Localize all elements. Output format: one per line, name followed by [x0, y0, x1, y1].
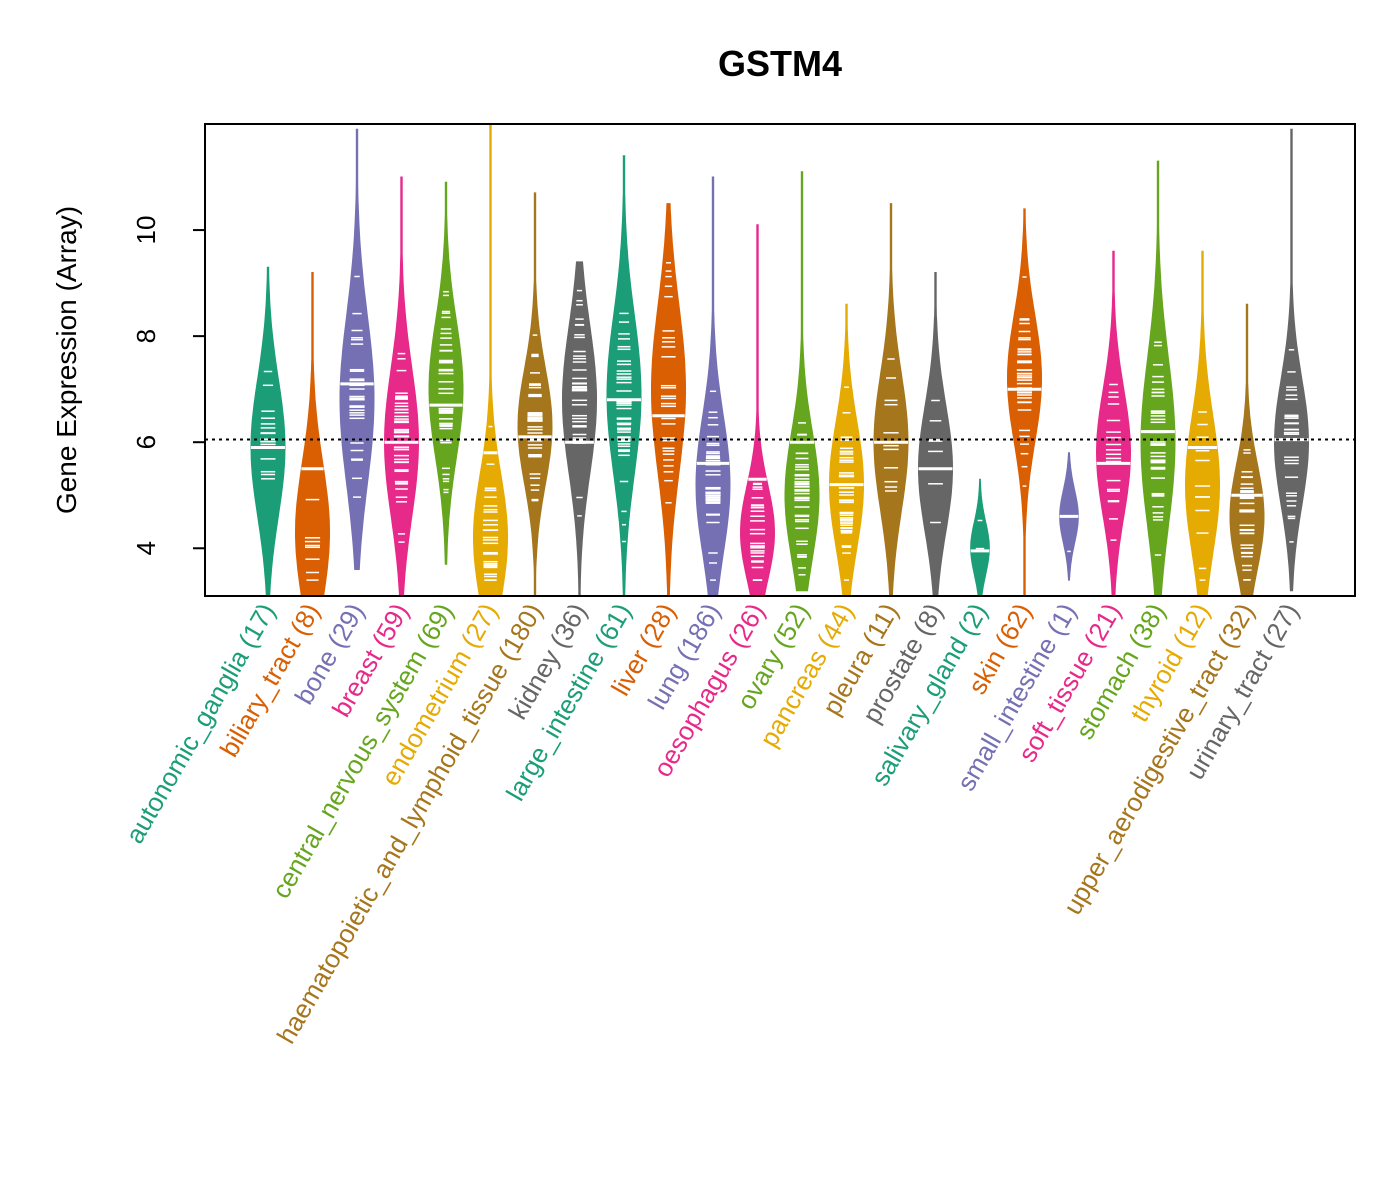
violin-breast	[383, 176, 420, 597]
violin-bone	[339, 128, 375, 570]
violin-body	[339, 128, 375, 570]
violin-body	[651, 203, 686, 597]
violin-pleura	[873, 203, 909, 597]
violin-body	[1095, 250, 1132, 597]
y-tick-label: 4	[131, 541, 161, 555]
violin-body	[1185, 250, 1220, 597]
violin-body	[970, 478, 990, 597]
violin-body	[562, 261, 597, 597]
y-axis: 4 6 8 10	[131, 216, 205, 556]
violin-urinary_tract	[1273, 128, 1310, 592]
violin-salivary_gland	[970, 478, 990, 597]
violin-small_intestine	[1059, 452, 1079, 581]
violin-upper_aerodigestive_tract	[1229, 303, 1265, 597]
violin-skin	[1007, 208, 1042, 597]
violin-stomach	[1140, 160, 1176, 597]
violins-layer	[250, 123, 1310, 597]
chart-title: GSTM4	[718, 43, 842, 84]
violin-central_nervous_system	[428, 181, 464, 565]
violin-body	[383, 176, 420, 597]
y-tick-label: 6	[131, 435, 161, 449]
violin-body	[606, 155, 642, 597]
violin-body	[739, 224, 776, 597]
violin-pancreas	[829, 303, 864, 597]
violin-body	[829, 303, 864, 597]
violin-autonomic_ganglia	[250, 266, 286, 597]
violin-soft_tissue	[1095, 250, 1132, 597]
violin-biliary_tract	[295, 272, 330, 597]
violin-kidney	[562, 261, 597, 597]
violin-liver	[651, 203, 686, 597]
violin-body	[1140, 160, 1176, 597]
violin-endometrium	[473, 123, 508, 597]
violin-body	[250, 266, 286, 597]
violin-large_intestine	[606, 155, 642, 597]
violin-oesophagus	[739, 224, 776, 597]
violin-body	[784, 171, 820, 592]
x-axis-labels: autonomic_ganglia (17)biliary_tract (8)b…	[119, 598, 1304, 1049]
violin-body	[295, 272, 330, 597]
y-tick-label: 8	[131, 329, 161, 343]
violin-ovary	[784, 171, 820, 592]
violin-thyroid	[1185, 250, 1220, 597]
violin-prostate	[918, 272, 953, 597]
violin-body	[695, 176, 731, 597]
y-tick-label: 10	[131, 216, 161, 245]
violin-body	[918, 272, 953, 597]
y-axis-label: Gene Expression (Array)	[51, 206, 82, 514]
violin-lung	[695, 176, 731, 597]
violin-haematopoietic_and_lymphoid_tissue	[517, 192, 553, 597]
violin-body	[1273, 128, 1310, 592]
plot-frame	[204, 123, 1356, 597]
